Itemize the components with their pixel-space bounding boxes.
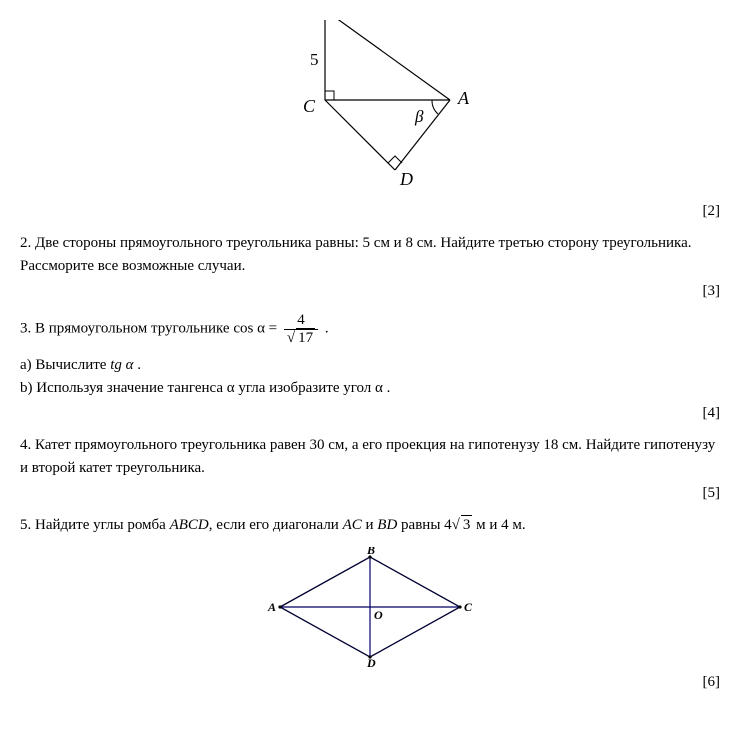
label-A: A — [457, 88, 470, 108]
r-label-A: A — [267, 600, 276, 614]
problem-2: 2. Две стороны прямоугольного треугольни… — [20, 232, 720, 277]
p3-den: 17 — [284, 330, 318, 347]
score-5: [6] — [20, 674, 720, 691]
r-label-O: O — [374, 608, 383, 622]
p3-lead: 3. В прямоугольном тругольнике cos α = — [20, 320, 281, 336]
problem-5: 5. Найдите углы ромба ABCD, если его диа… — [20, 514, 720, 537]
figure-rhombus: A B C D O — [20, 547, 720, 672]
r-label-D: D — [366, 656, 376, 667]
problem-4: 4. Катет прямоугольного треугольника рав… — [20, 434, 720, 479]
r-label-C: C — [464, 600, 473, 614]
r-label-B: B — [366, 547, 375, 557]
score-4: [5] — [20, 485, 720, 502]
problem-3: 3. В прямоугольном тругольнике cos α = 4… — [20, 312, 720, 399]
p3-num: 4 — [284, 312, 318, 330]
label-C: C — [303, 96, 316, 116]
label-D: D — [399, 169, 413, 189]
p3-b: b) Используя значение тангенса α угла из… — [20, 377, 720, 400]
p3-fraction: 417 — [284, 312, 318, 346]
p3-tail: . — [321, 320, 329, 336]
score-2: [3] — [20, 283, 720, 300]
label-5: 5 — [310, 50, 319, 69]
score-3: [4] — [20, 405, 720, 422]
p3-a: a) Вычислите tg α . — [20, 354, 720, 377]
label-beta: β — [414, 107, 424, 126]
rhombus-svg: A B C D O — [260, 547, 480, 667]
score-1: [2] — [20, 203, 720, 220]
figure-triangle: 5 C A D β — [20, 20, 720, 195]
triangle-svg: 5 C A D β — [255, 20, 485, 190]
